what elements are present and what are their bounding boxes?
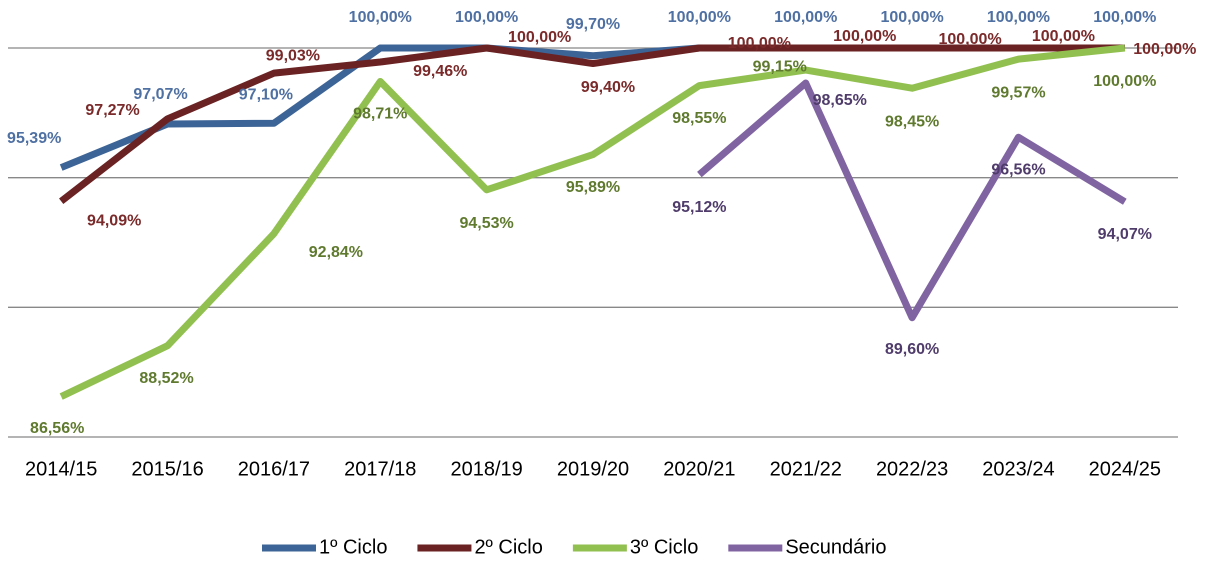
- data-label: 98,55%: [672, 110, 726, 127]
- data-label: 99,57%: [991, 84, 1045, 101]
- data-label: 95,12%: [672, 199, 726, 216]
- data-label: 97,10%: [239, 86, 293, 103]
- data-label: 100,00%: [1093, 73, 1156, 90]
- x-tick-label: 2015/16: [131, 458, 203, 480]
- x-tick-label: 2016/17: [238, 458, 310, 480]
- data-label: 99,70%: [566, 16, 620, 33]
- data-label: 100,00%: [881, 9, 944, 26]
- data-label: 100,00%: [349, 9, 412, 26]
- data-label: 98,65%: [813, 92, 867, 109]
- data-label: 99,46%: [413, 63, 467, 80]
- data-label: 99,15%: [753, 58, 807, 75]
- data-label: 94,53%: [460, 215, 514, 232]
- data-label: 100,00%: [728, 35, 791, 52]
- series-line: [697, 79, 1127, 322]
- data-label: 92,84%: [309, 244, 363, 261]
- data-label: 94,09%: [87, 212, 141, 229]
- data-label: 97,27%: [85, 102, 139, 119]
- x-tick-label: 2019/20: [557, 458, 629, 480]
- data-label: 100,00%: [939, 31, 1002, 48]
- data-label: 94,07%: [1098, 226, 1152, 243]
- legend-label: Secundário: [785, 536, 886, 558]
- data-label: 95,39%: [7, 130, 61, 147]
- data-label: 100,00%: [1032, 28, 1095, 45]
- data-label: 100,00%: [774, 9, 837, 26]
- x-tick-label: 2022/23: [876, 458, 948, 480]
- data-label: 100,00%: [1093, 9, 1156, 26]
- data-label: 89,60%: [885, 341, 939, 358]
- legend-label: 1º Ciclo: [319, 536, 387, 558]
- data-label: 86,56%: [30, 420, 84, 437]
- data-label: 100,00%: [668, 9, 731, 26]
- legend-label: 2º Ciclo: [474, 536, 542, 558]
- x-tick-label: 2024/25: [1089, 458, 1161, 480]
- data-label: 96,56%: [991, 161, 1045, 178]
- data-label: 98,45%: [885, 113, 939, 130]
- data-label: 100,00%: [455, 9, 518, 26]
- x-tick-label: 2017/18: [344, 458, 416, 480]
- data-label: 98,71%: [353, 106, 407, 123]
- legend-label: 3º Ciclo: [630, 536, 698, 558]
- data-label: 88,52%: [139, 370, 193, 387]
- data-label: 99,03%: [266, 47, 320, 64]
- series-line: [59, 44, 1125, 205]
- x-tick-label: 2023/24: [982, 458, 1054, 480]
- x-tick-label: 2018/19: [450, 458, 522, 480]
- data-label: 99,40%: [581, 79, 635, 96]
- data-label: 95,89%: [566, 179, 620, 196]
- data-label: 100,00%: [987, 9, 1050, 26]
- data-label: 100,00%: [833, 28, 896, 45]
- x-tick-label: 2021/22: [770, 458, 842, 480]
- x-tick-label: 2014/15: [25, 458, 97, 480]
- data-label: 100,00%: [508, 29, 571, 46]
- data-label: 97,07%: [133, 86, 187, 103]
- x-tick-label: 2020/21: [663, 458, 735, 480]
- data-label: 100,00%: [1133, 41, 1196, 58]
- series-line: [59, 44, 1126, 400]
